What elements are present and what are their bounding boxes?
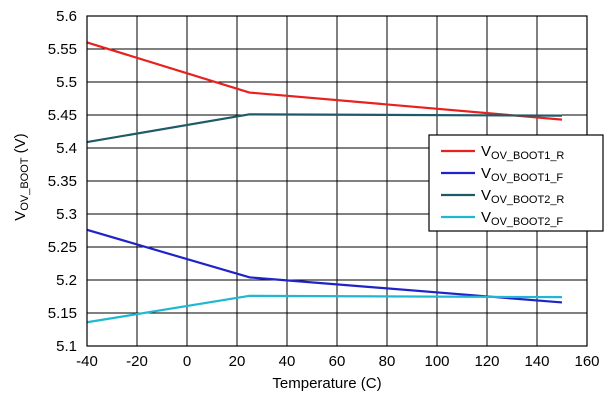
y-axis-label-unit: (V): [12, 133, 29, 157]
x-tick-label: 160: [574, 353, 599, 370]
y-axis-label-main: V: [12, 211, 29, 221]
y-tick-label: 5.1: [56, 338, 77, 355]
series-line-ov-boot2-f: [86, 294, 563, 324]
y-tick-label: 5.3: [56, 206, 77, 223]
x-tick-label: 120: [474, 353, 499, 370]
x-tick-label: 0: [183, 353, 191, 370]
x-tick-label: -20: [126, 353, 148, 370]
x-tick-label: 80: [379, 353, 396, 370]
legend-label: VOV_BOOT1_R: [481, 143, 564, 162]
y-tick-label: 5.55: [48, 41, 77, 58]
x-tick-label: 40: [279, 353, 296, 370]
x-tick-label: 100: [424, 353, 449, 370]
y-tick-label: 5.35: [48, 173, 77, 190]
legend-label-main: V: [481, 209, 491, 226]
x-tick-labels: -40 -20 0 20 40 60 80 100 120 140 160: [76, 353, 599, 370]
legend-label-sub: OV_BOOT1_R: [491, 150, 564, 162]
legend: VOV_BOOT1_RVOV_BOOT1_FVOV_BOOT2_RVOV_BOO…: [428, 134, 604, 232]
x-tick-label: 60: [329, 353, 346, 370]
y-tick-label: 5.45: [48, 107, 77, 124]
y-tick-label: 5.15: [48, 305, 77, 322]
legend-label-main: V: [481, 187, 491, 204]
y-tick-label: 5.2: [56, 272, 77, 289]
legend-label: VOV_BOOT2_F: [481, 209, 563, 228]
legend-label: VOV_BOOT2_R: [481, 187, 564, 206]
x-tick-label: -40: [76, 353, 98, 370]
y-tick-label: 5.25: [48, 239, 77, 256]
legend-label: VOV_BOOT1_F: [481, 165, 563, 184]
x-axis-label: Temperature (C): [272, 375, 381, 392]
legend-label-main: V: [481, 143, 491, 160]
x-tick-label: 140: [524, 353, 549, 370]
y-tick-label: 5.4: [56, 140, 77, 157]
y-tick-label: 5.5: [56, 74, 77, 91]
y-tick-labels: 5.1 5.15 5.2 5.25 5.3 5.35 5.4 5.45 5.5 5.55 5.6: [48, 8, 77, 355]
legend-label-sub: OV_BOOT2_R: [491, 194, 564, 206]
legend-label-sub: OV_BOOT2_F: [491, 216, 563, 228]
y-tick-label: 5.6: [56, 8, 77, 25]
legend-label-sub: OV_BOOT1_F: [491, 172, 563, 184]
series-line-ov-boot1-r: [86, 41, 563, 121]
series-lines: [86, 41, 563, 324]
series-line-ov-boot1-f: [86, 228, 563, 304]
legend-label-main: V: [481, 165, 491, 182]
series-line-ov-boot2-r: [86, 113, 563, 144]
y-axis-label: VOV_BOOT (V): [12, 133, 31, 220]
y-axis-label-sub: OV_BOOT: [19, 157, 31, 210]
x-tick-label: 20: [229, 353, 246, 370]
